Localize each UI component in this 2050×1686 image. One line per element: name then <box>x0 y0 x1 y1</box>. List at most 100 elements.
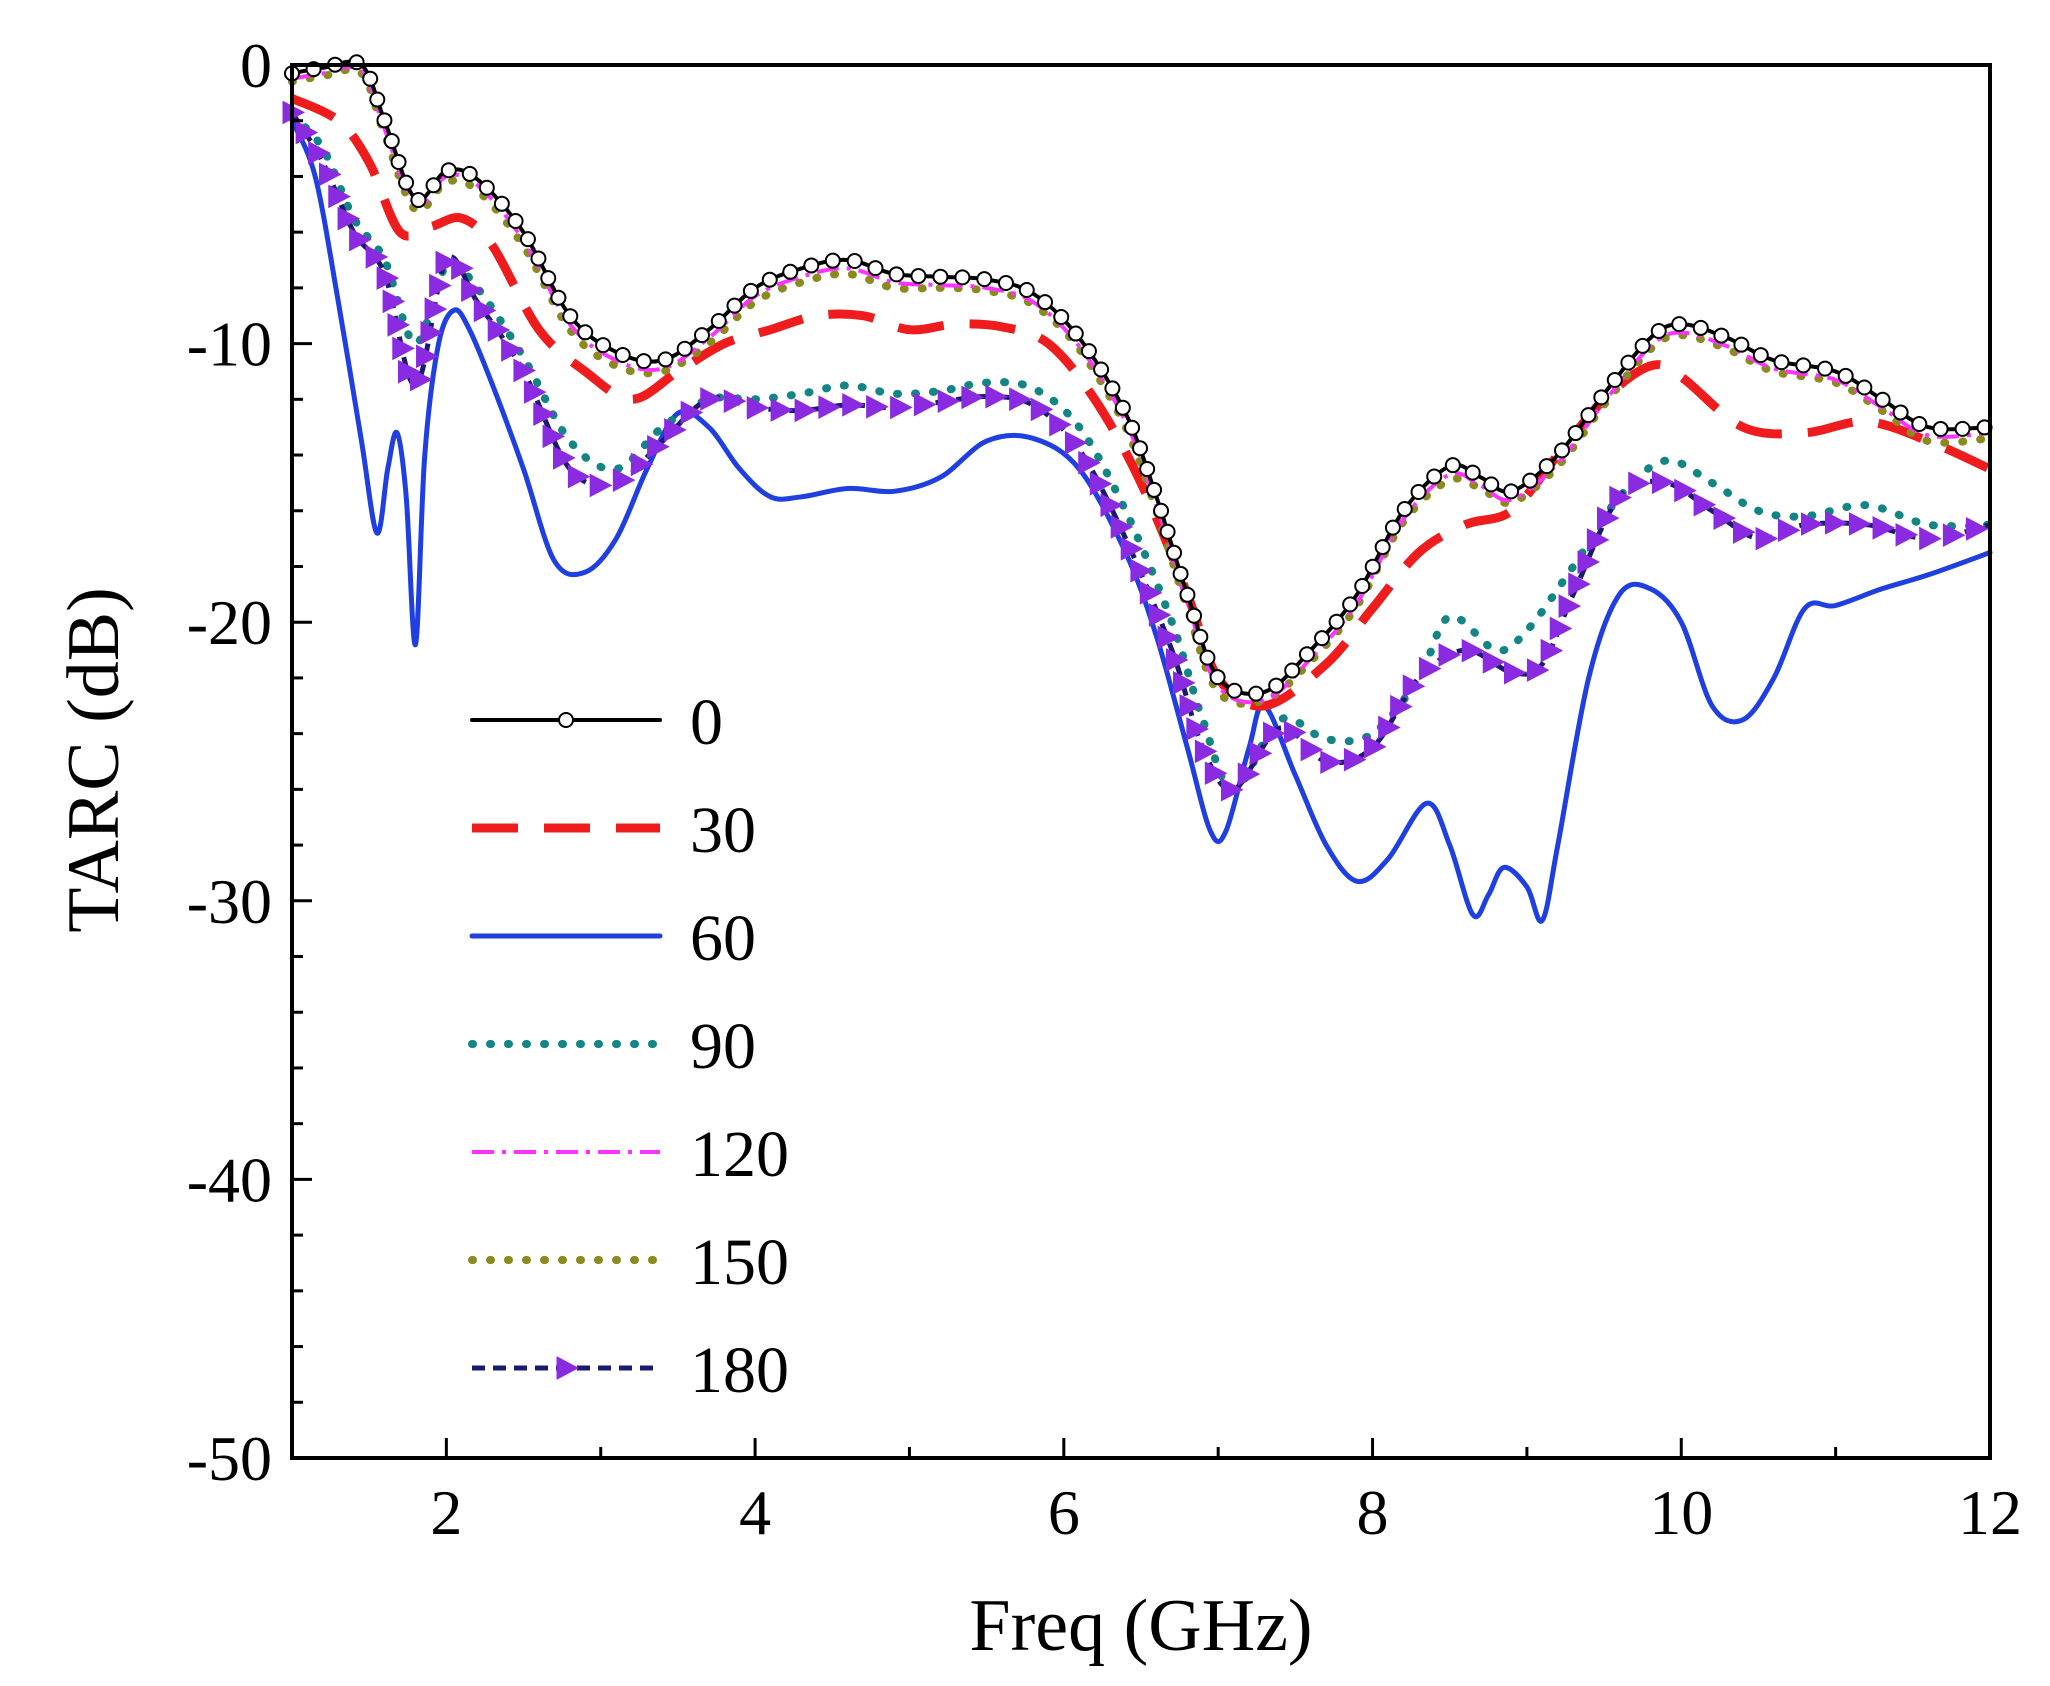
data-point-180 <box>1194 739 1218 764</box>
legend-entry-0: 0 <box>470 686 723 759</box>
data-point-0 <box>1313 630 1330 647</box>
data-point-180 <box>1895 522 1919 547</box>
data-point-180 <box>1263 721 1286 746</box>
data-point-180 <box>376 266 400 290</box>
data-point-180 <box>794 398 818 423</box>
legend-label: 90 <box>690 1010 756 1083</box>
legend-label: 180 <box>690 1334 789 1407</box>
data-point-0 <box>676 340 693 357</box>
series-180 <box>282 100 1991 802</box>
data-point-180 <box>1078 450 1101 475</box>
data-point-0 <box>507 212 524 229</box>
x-tick-label: 4 <box>739 1477 771 1548</box>
x-axis-title: Freq (GHz) <box>969 1585 1312 1667</box>
series-0 <box>284 54 1993 702</box>
data-point-0 <box>1328 613 1345 630</box>
data-point-0 <box>1172 565 1189 582</box>
data-point-0 <box>1139 461 1156 478</box>
series-line-120 <box>291 64 1991 705</box>
data-point-180 <box>589 473 613 498</box>
data-point-180 <box>1249 741 1273 766</box>
data-point-180 <box>664 418 687 442</box>
data-point-0 <box>761 271 778 288</box>
data-point-0 <box>369 91 386 108</box>
data-point-0 <box>1650 322 1667 339</box>
data-point-0 <box>1752 347 1769 364</box>
data-point-0 <box>710 312 727 329</box>
data-point-180 <box>1418 656 1442 681</box>
data-point-180 <box>319 162 342 187</box>
data-point-180 <box>961 385 984 410</box>
data-point-0 <box>1795 357 1812 374</box>
data-point-0 <box>1132 440 1149 457</box>
data-point-0 <box>540 270 557 287</box>
data-point-0 <box>1186 607 1203 624</box>
legend-entry-120: 120 <box>472 1118 789 1191</box>
data-point-180 <box>337 206 361 231</box>
data-point-0 <box>1671 316 1688 333</box>
y-axis-title: TARC (dB) <box>53 587 135 933</box>
data-point-180 <box>1049 412 1072 437</box>
data-point-0 <box>1374 539 1391 556</box>
legend-entry-60: 60 <box>469 902 756 975</box>
y-tick-label: -30 <box>187 866 272 937</box>
data-point-0 <box>1932 420 1949 437</box>
data-point-180 <box>1824 511 1848 535</box>
data-point-0 <box>1354 578 1371 595</box>
data-point-0 <box>1410 483 1427 500</box>
data-point-0 <box>1080 343 1097 360</box>
data-point-0 <box>1018 282 1035 299</box>
data-point-180 <box>1157 625 1181 650</box>
data-point-0 <box>726 297 743 314</box>
y-tick-label: -40 <box>187 1144 272 1215</box>
legend: 0 30 60 90 120 150 180 <box>468 686 789 1407</box>
x-tick-label: 6 <box>1048 1477 1080 1548</box>
data-point-0 <box>1104 380 1121 397</box>
data-point-180 <box>1919 526 1942 551</box>
data-point-0 <box>976 271 993 288</box>
data-point-180 <box>513 358 537 383</box>
data-point-180 <box>1204 761 1228 786</box>
data-point-180 <box>680 400 704 425</box>
data-point-0 <box>1396 501 1413 518</box>
data-point-180 <box>416 344 439 369</box>
legend-label: 120 <box>690 1118 789 1191</box>
data-point-0 <box>348 54 365 71</box>
data-point-180 <box>349 227 372 252</box>
data-point-180 <box>392 336 415 361</box>
data-point-0 <box>888 266 905 283</box>
data-point-180 <box>612 468 636 492</box>
legend-entry-90: 90 <box>468 1010 756 1083</box>
data-point-180 <box>1777 518 1801 543</box>
data-point-180 <box>1942 523 1966 548</box>
data-point-0 <box>461 165 478 182</box>
data-point-0 <box>1606 371 1623 388</box>
data-point-180 <box>890 395 913 420</box>
legend-entry-180: 180 <box>472 1334 789 1407</box>
data-point-180 <box>1148 603 1172 627</box>
legend-marker <box>558 712 574 728</box>
data-point-180 <box>1848 512 1872 536</box>
data-point-0 <box>997 274 1014 291</box>
series-line-90 <box>288 111 1994 794</box>
data-point-180 <box>1755 526 1779 551</box>
data-point-180 <box>461 278 484 302</box>
data-point-180 <box>1540 638 1564 663</box>
data-point-0 <box>398 174 415 191</box>
x-tick-label: 10 <box>1649 1477 1713 1548</box>
data-point-0 <box>1153 502 1170 519</box>
data-point-180 <box>1628 471 1651 496</box>
data-point-180 <box>913 392 937 417</box>
data-point-180 <box>365 245 389 269</box>
data-point-180 <box>1100 493 1124 518</box>
data-point-0 <box>635 353 652 370</box>
data-point-0 <box>562 308 579 325</box>
data-point-0 <box>1464 464 1481 481</box>
data-point-180 <box>1872 516 1896 540</box>
data-point-0 <box>519 231 536 248</box>
data-point-180 <box>1558 594 1582 618</box>
data-point-180 <box>1586 528 1610 552</box>
data-point-0 <box>383 133 400 150</box>
legend-label: 150 <box>690 1226 789 1299</box>
data-point-180 <box>1139 581 1163 605</box>
